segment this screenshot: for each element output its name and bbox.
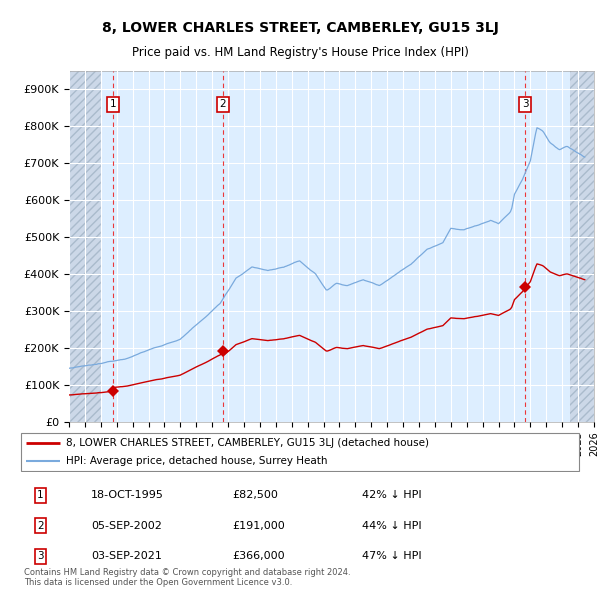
FancyBboxPatch shape (21, 433, 579, 471)
Text: 8, LOWER CHARLES STREET, CAMBERLEY, GU15 3LJ (detached house): 8, LOWER CHARLES STREET, CAMBERLEY, GU15… (66, 438, 429, 448)
Text: Price paid vs. HM Land Registry's House Price Index (HPI): Price paid vs. HM Land Registry's House … (131, 46, 469, 59)
Bar (570, 71, 594, 422)
Text: £82,500: £82,500 (232, 490, 278, 500)
Text: 1: 1 (37, 490, 44, 500)
Bar (69, 71, 101, 422)
Text: 1: 1 (110, 99, 116, 109)
Text: 42% ↓ HPI: 42% ↓ HPI (362, 490, 422, 500)
Text: Contains HM Land Registry data © Crown copyright and database right 2024.
This d: Contains HM Land Registry data © Crown c… (24, 568, 350, 587)
Text: HPI: Average price, detached house, Surrey Heath: HPI: Average price, detached house, Surr… (66, 456, 328, 466)
Text: 47% ↓ HPI: 47% ↓ HPI (362, 551, 422, 561)
Text: 2: 2 (37, 521, 44, 530)
Text: 2: 2 (220, 99, 226, 109)
Text: 3: 3 (37, 551, 44, 561)
Text: 3: 3 (522, 99, 529, 109)
Text: £366,000: £366,000 (232, 551, 285, 561)
Text: 03-SEP-2021: 03-SEP-2021 (91, 551, 162, 561)
Text: 05-SEP-2002: 05-SEP-2002 (91, 521, 162, 530)
Text: 44% ↓ HPI: 44% ↓ HPI (362, 521, 422, 530)
Text: 18-OCT-1995: 18-OCT-1995 (91, 490, 164, 500)
Text: 8, LOWER CHARLES STREET, CAMBERLEY, GU15 3LJ: 8, LOWER CHARLES STREET, CAMBERLEY, GU15… (101, 21, 499, 35)
Text: £191,000: £191,000 (232, 521, 285, 530)
